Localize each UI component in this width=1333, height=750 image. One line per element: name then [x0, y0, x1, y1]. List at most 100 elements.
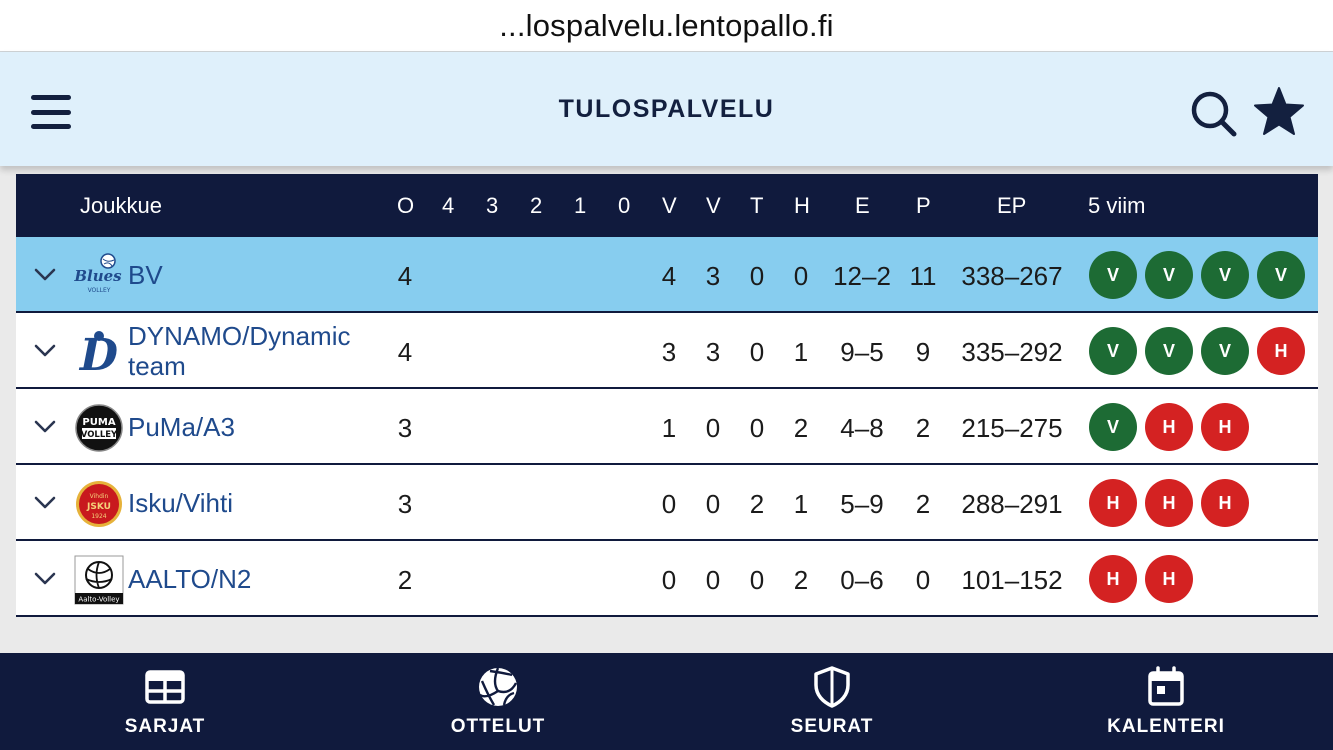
col-3: 3	[486, 193, 499, 218]
result-loss-badge: H	[1145, 479, 1193, 527]
nav-ottelut[interactable]: OTTELUT	[398, 653, 598, 750]
logo-text: VOLLEY	[88, 287, 111, 294]
nav-sarjat[interactable]: SARJAT	[65, 653, 265, 750]
cell-o: 4	[397, 337, 413, 367]
team-name-link[interactable]: DYNAMO/Dynamic team	[128, 321, 351, 381]
team-name-link[interactable]: BV	[128, 260, 163, 290]
cell-v2: 0	[705, 413, 721, 443]
result-win-badge: V	[1201, 251, 1249, 299]
col-h: H	[794, 193, 810, 218]
table-row[interactable]: Aalto-Volley AALTO/N2 2 0 0 0 2 0–6 0 10…	[16, 541, 1318, 617]
result-loss-badge: H	[1201, 403, 1249, 451]
cell-t: 0	[749, 565, 765, 595]
cell-p: 9	[915, 337, 931, 367]
logo-text: JSKU	[86, 502, 111, 512]
cell-p: 2	[915, 489, 931, 519]
col-v2: V	[706, 193, 721, 218]
col-e: E	[855, 193, 870, 218]
cell-v1: 1	[661, 413, 677, 443]
col-2: 2	[530, 193, 543, 218]
chevron-down-icon[interactable]	[32, 567, 58, 589]
team-logo-bv: Blues VOLLEY	[74, 253, 122, 294]
nav-label: SARJAT	[124, 716, 206, 737]
result-loss-badge: H	[1089, 479, 1137, 527]
favorite-star-icon[interactable]	[1253, 86, 1305, 138]
cell-v1: 3	[661, 337, 677, 367]
cell-h: 2	[793, 565, 809, 595]
col-last5: 5 viim	[1088, 193, 1146, 218]
result-loss-badge: H	[1257, 327, 1305, 375]
cell-o: 3	[397, 489, 413, 519]
team-logo-dynamo: D	[78, 330, 118, 377]
nav-label: KALENTERI	[1107, 716, 1225, 737]
result-win-badge: V	[1145, 251, 1193, 299]
cell-p: 0	[915, 565, 931, 595]
col-0: 0	[618, 193, 631, 218]
result-loss-badge: H	[1201, 479, 1249, 527]
cell-ep: 338–267	[961, 261, 1063, 291]
chevron-down-icon[interactable]	[32, 339, 58, 361]
cell-h: 0	[793, 261, 809, 291]
result-win-badge: V	[1145, 327, 1193, 375]
volleyball-icon	[479, 667, 518, 706]
nav-seurat[interactable]: SEURAT	[732, 653, 932, 750]
col-p: P	[916, 193, 931, 218]
cell-ep: 335–292	[961, 337, 1063, 367]
result-win-badge: V	[1257, 251, 1305, 299]
table-row[interactable]: D DYNAMO/Dynamic team 4 3 3 0 1 9–5 9 33…	[16, 313, 1318, 389]
col-4: 4	[442, 193, 455, 218]
cell-ep: 101–152	[961, 565, 1063, 595]
logo-text: Vihdin	[90, 493, 109, 500]
table-header: Joukkue O 4 3 2 1 0 V V T H E P EP 5 vii…	[16, 174, 1318, 237]
col-o: O	[397, 193, 415, 218]
cell-h: 1	[793, 337, 809, 367]
result-loss-badge: H	[1089, 555, 1137, 603]
col-team: Joukkue	[80, 193, 162, 218]
calendar-icon	[1148, 666, 1184, 706]
nav-label: OTTELUT	[450, 716, 546, 737]
address-bar[interactable]: ...lospalvelu.lentopallo.fi	[0, 0, 1333, 52]
cell-o: 2	[397, 565, 413, 595]
cell-v2: 0	[705, 489, 721, 519]
team-name-link[interactable]: Isku/Vihti	[128, 488, 234, 518]
result-win-badge: V	[1089, 251, 1137, 299]
result-win-badge: V	[1089, 403, 1137, 451]
team-logo-isku: Vihdin JSKU 1924	[76, 481, 122, 527]
result-loss-badge: H	[1145, 403, 1193, 451]
team-logo-aalto: Aalto-Volley	[74, 555, 124, 605]
table-row[interactable]: Vihdin JSKU 1924 Isku/Vihti 3 0 0 2 1 5–…	[16, 465, 1318, 541]
cell-o: 3	[397, 413, 413, 443]
col-t: T	[750, 193, 764, 218]
table-row[interactable]: Blues VOLLEY BV 4 4 3 0 0 12–2 11 338–26…	[16, 237, 1318, 313]
cell-ep: 215–275	[961, 413, 1063, 443]
standings-table: Joukkue O 4 3 2 1 0 V V T H E P EP 5 vii…	[16, 174, 1318, 617]
search-icon[interactable]	[1188, 88, 1240, 140]
cell-e: 12–2	[833, 261, 891, 291]
cell-t: 0	[749, 413, 765, 443]
cell-h: 2	[793, 413, 809, 443]
cell-ep: 288–291	[961, 489, 1063, 519]
logo-text: VOLLEY	[81, 430, 118, 440]
chevron-down-icon[interactable]	[32, 263, 58, 285]
nav-kalenteri[interactable]: KALENTERI	[1066, 653, 1266, 750]
hamburger-menu-icon[interactable]	[31, 95, 71, 129]
result-win-badge: V	[1201, 327, 1249, 375]
col-ep: EP	[997, 193, 1027, 218]
team-logo-puma: PUMA VOLLEY	[75, 404, 123, 452]
cell-e: 5–9	[840, 489, 884, 519]
cell-t: 2	[749, 489, 765, 519]
team-name-link[interactable]: PuMa/A3	[128, 412, 235, 442]
url-text: ...lospalvelu.lentopallo.fi	[499, 7, 834, 43]
chevron-down-icon[interactable]	[32, 415, 58, 437]
table-row[interactable]: PUMA VOLLEY PuMa/A3 3 1 0 0 2 4–8 2 215–…	[16, 389, 1318, 465]
cell-t: 0	[749, 261, 765, 291]
chevron-down-icon[interactable]	[32, 491, 58, 513]
cell-v2: 3	[705, 337, 721, 367]
logo-text: Aalto-Volley	[78, 596, 119, 604]
cell-h: 1	[793, 489, 809, 519]
team-name-link[interactable]: AALTO/N2	[128, 564, 252, 594]
